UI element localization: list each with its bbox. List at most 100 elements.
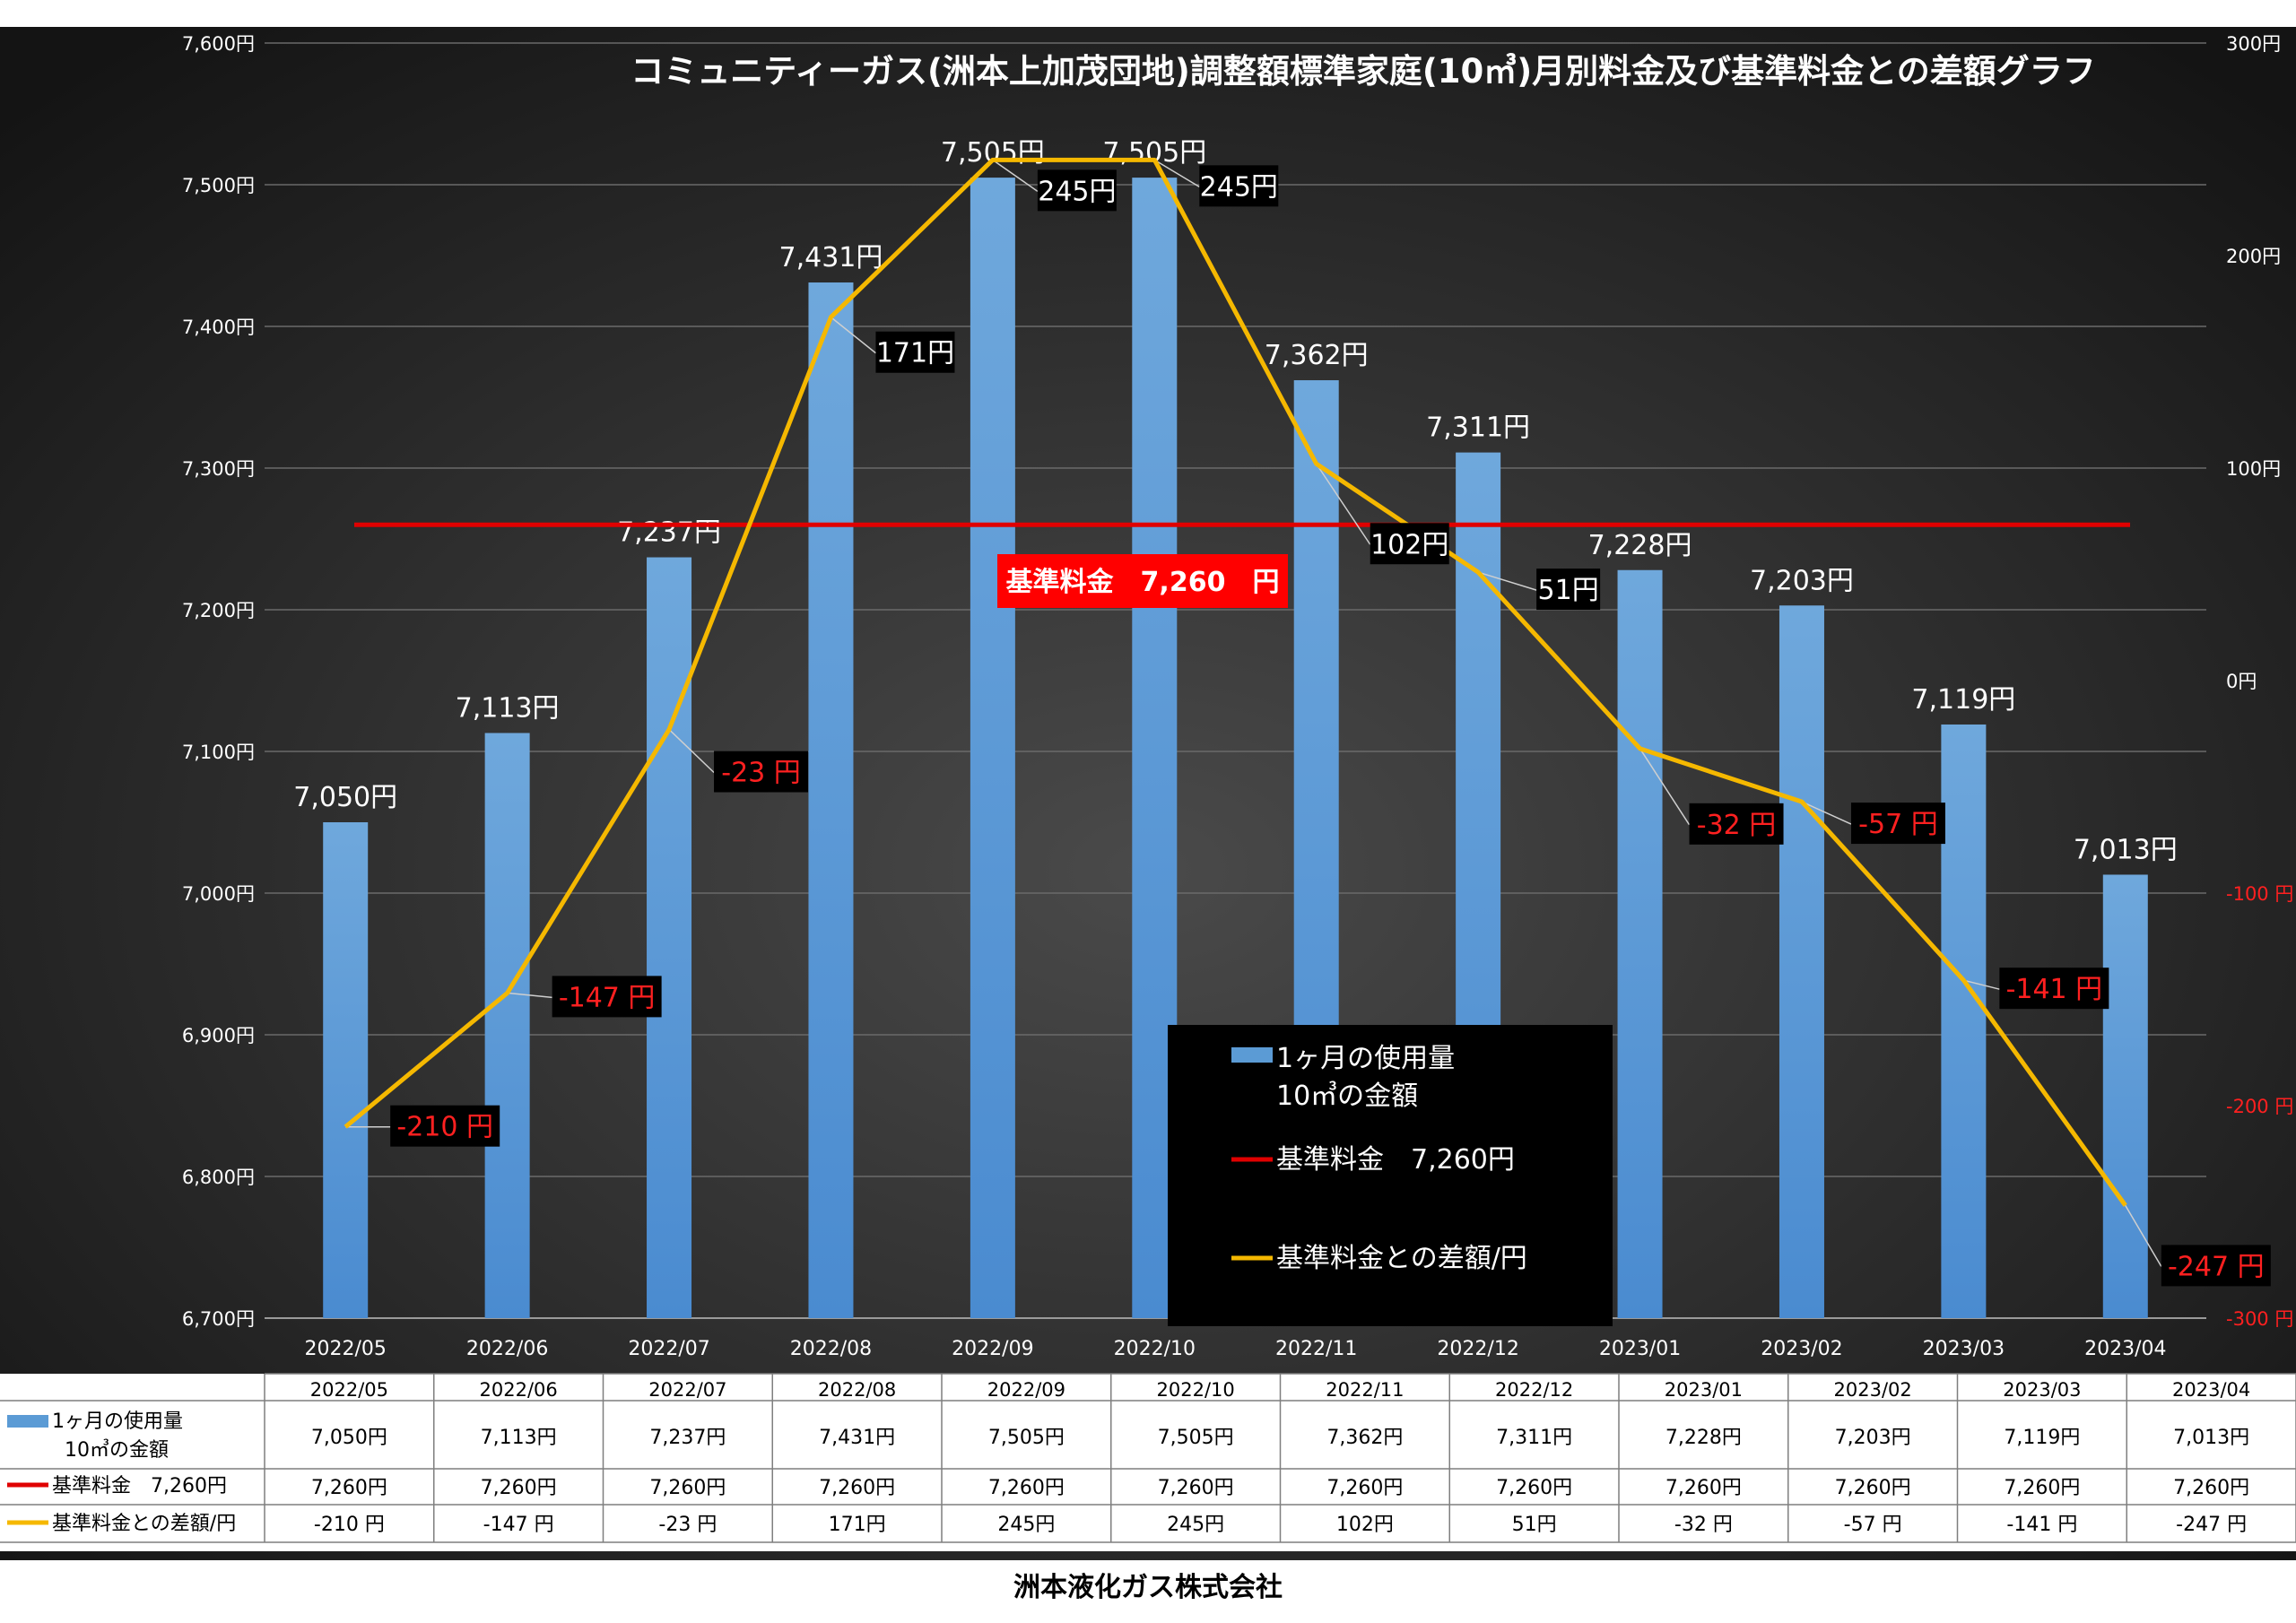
bar-value-label: 7,431円 bbox=[779, 242, 883, 273]
table-cell-base: 7,260円 bbox=[1158, 1477, 1234, 1499]
diff-label-box bbox=[1850, 803, 1945, 845]
diff-label-leader bbox=[1801, 801, 1852, 825]
y-right-tick-label: 300円 bbox=[2226, 33, 2281, 55]
bar bbox=[1941, 724, 1987, 1318]
x-tick-label: 2022/07 bbox=[628, 1338, 709, 1360]
x-tick-label: 2023/03 bbox=[1923, 1338, 2005, 1360]
diff-label-box bbox=[1999, 968, 2109, 1010]
diff-value-label: 51円 bbox=[1538, 575, 1599, 606]
diff-label-box bbox=[390, 1105, 500, 1147]
diff-value-label: 245円 bbox=[1200, 171, 1278, 203]
table-header-cell: 2022/12 bbox=[1495, 1379, 1573, 1401]
table-cell-diff: -247 円 bbox=[2176, 1514, 2247, 1536]
diff-label-box bbox=[1037, 169, 1117, 212]
diff-label-leader bbox=[1963, 979, 2000, 990]
table-header-cell: 2023/02 bbox=[1834, 1379, 1912, 1401]
diff-value-label: -32 円 bbox=[1697, 810, 1777, 841]
legend-bar-swatch bbox=[1231, 1047, 1273, 1063]
table-cell-amount: 7,237円 bbox=[649, 1427, 726, 1449]
diff-label-box bbox=[714, 751, 809, 793]
y-left-tick-label: 7,100円 bbox=[182, 742, 255, 763]
diff-label-leader bbox=[507, 992, 552, 999]
table-cell-diff: 245円 bbox=[1167, 1514, 1224, 1536]
table-header-cell: 2023/04 bbox=[2172, 1379, 2250, 1401]
table-cell-diff: 171円 bbox=[829, 1514, 886, 1536]
diff-value-label: -57 円 bbox=[1858, 809, 1938, 840]
table-row-bar-label-1: 1ヶ月の使用量 bbox=[52, 1410, 183, 1433]
x-tick-label: 2022/12 bbox=[1437, 1338, 1518, 1360]
diff-label-leader bbox=[668, 728, 715, 774]
table-header-cell: 2022/11 bbox=[1326, 1379, 1404, 1401]
baseline-callout-text: 基準料金 7,260 円 bbox=[1006, 567, 1280, 598]
diff-label-leader bbox=[1153, 159, 1200, 187]
table-header-cell: 2022/08 bbox=[818, 1379, 896, 1401]
table-cell-base: 7,260円 bbox=[1665, 1477, 1742, 1499]
table-header-cell: 2023/01 bbox=[1665, 1379, 1743, 1401]
legend-bar-label-1: 1ヶ月の使用量 bbox=[1276, 1043, 1455, 1074]
diff-value-label: 245円 bbox=[1038, 176, 1116, 207]
x-tick-label: 2022/09 bbox=[952, 1338, 1033, 1360]
diff-series-line bbox=[344, 157, 2127, 1207]
table-row-bar-label-2: 10㎥の金額 bbox=[65, 1438, 169, 1462]
table-cell-diff: 245円 bbox=[997, 1514, 1055, 1536]
table-cell-base: 7,260円 bbox=[988, 1477, 1065, 1499]
table-cell-base: 7,260円 bbox=[2004, 1477, 2080, 1499]
x-tick-label: 2022/10 bbox=[1114, 1338, 1196, 1360]
bar-value-label: 7,113円 bbox=[456, 692, 560, 724]
bar-value-label: 7,362円 bbox=[1265, 340, 1369, 371]
y-right-tick-label: 100円 bbox=[2226, 458, 2281, 480]
diff-value-label: -141 円 bbox=[2006, 974, 2103, 1005]
table-cell-diff: -23 円 bbox=[658, 1514, 717, 1536]
x-tick-label: 2023/02 bbox=[1761, 1338, 1842, 1360]
table-cell-base: 7,260円 bbox=[819, 1477, 895, 1499]
table-header-cell: 2022/05 bbox=[310, 1379, 388, 1401]
x-tick-label: 2023/01 bbox=[1599, 1338, 1681, 1360]
table-cell-diff: -210 円 bbox=[314, 1514, 385, 1536]
bar-value-label: 7,203円 bbox=[1750, 565, 1854, 596]
table-cell-amount: 7,431円 bbox=[819, 1427, 895, 1449]
table-cell-amount: 7,228円 bbox=[1665, 1427, 1742, 1449]
table-cell-diff: 51円 bbox=[1512, 1514, 1557, 1536]
diff-label-box bbox=[552, 976, 662, 1018]
diff-label-box bbox=[1199, 165, 1279, 207]
legend-diff-label: 基準料金との差額/円 bbox=[1276, 1243, 1527, 1274]
legend-bar-label-2: 10㎥の金額 bbox=[1276, 1081, 1418, 1112]
bar-value-label: 7,228円 bbox=[1588, 530, 1692, 561]
y-right-tick-label: 200円 bbox=[2226, 246, 2281, 267]
x-tick-label: 2023/04 bbox=[2084, 1338, 2166, 1360]
table-cell-diff: -32 円 bbox=[1674, 1514, 1733, 1536]
bar bbox=[647, 557, 692, 1318]
diff-label-leader bbox=[992, 159, 1039, 192]
legend-baseline-label: 基準料金 7,260円 bbox=[1276, 1144, 1515, 1176]
diff-label-box bbox=[875, 331, 955, 373]
y-left-tick-label: 7,300円 bbox=[182, 458, 255, 480]
diff-value-label: 102円 bbox=[1370, 529, 1448, 560]
table-cell-base: 7,260円 bbox=[1326, 1477, 1403, 1499]
table-cell-amount: 7,203円 bbox=[1835, 1427, 1911, 1449]
diff-label-box bbox=[1536, 568, 1601, 611]
table-cell-amount: 7,505円 bbox=[1158, 1427, 1234, 1449]
bar bbox=[1779, 605, 1824, 1318]
table-row-baseline-label: 基準料金 7,260円 bbox=[52, 1475, 227, 1497]
table-header-cell: 2022/07 bbox=[648, 1379, 726, 1401]
diff-value-label: -247 円 bbox=[2168, 1251, 2265, 1282]
x-tick-label: 2022/08 bbox=[790, 1338, 872, 1360]
diff-label-box bbox=[2161, 1245, 2271, 1287]
y-left-tick-label: 7,600円 bbox=[182, 33, 255, 55]
bar bbox=[323, 822, 369, 1318]
legend: 1ヶ月の使用量 10㎥の金額 基準料金 7,260円 基準料金との差額/円 bbox=[1168, 1025, 1613, 1326]
y-left-tick-label: 6,900円 bbox=[182, 1025, 255, 1046]
table-cell-diff: -147 円 bbox=[483, 1514, 554, 1536]
table-cell-amount: 7,311円 bbox=[1496, 1427, 1572, 1449]
table-header-cell: 2022/06 bbox=[480, 1379, 558, 1401]
bar bbox=[808, 282, 854, 1318]
table-cell-diff: -57 円 bbox=[1844, 1514, 1902, 1536]
diff-value-label: -23 円 bbox=[721, 758, 801, 789]
x-tick-label: 2022/05 bbox=[305, 1338, 387, 1360]
table-cell-amount: 7,119円 bbox=[2004, 1427, 2080, 1449]
bar-value-label: 7,050円 bbox=[293, 782, 397, 813]
diff-label-leader bbox=[2125, 1205, 2162, 1267]
diff-label-leader bbox=[1316, 463, 1371, 545]
y-left-tick-label: 7,400円 bbox=[182, 317, 255, 338]
